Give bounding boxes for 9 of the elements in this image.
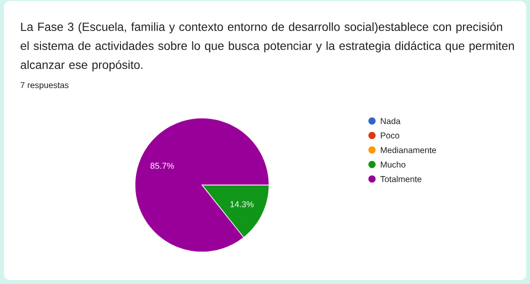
legend-label: Mucho bbox=[380, 161, 406, 168]
data-label: 14.3% bbox=[230, 201, 254, 208]
data-label: 85.7% bbox=[150, 162, 174, 169]
legend-label: Poco bbox=[380, 132, 400, 138]
legend-label: Nada bbox=[380, 118, 401, 124]
text: 7 respuestas bbox=[20, 82, 69, 90]
legend-label: Totalmente bbox=[380, 176, 422, 182]
legend-label: Medianamente bbox=[380, 146, 436, 154]
chart-title: La Fase 3 (Escuela, familia y contexto entorno de desarrollo social)establece con precisión el sistema de actividades sobre lo que busca potenciar y la estrategia didáctica que permiten alcanzar ese propósito. bbox=[20, 22, 514, 72]
